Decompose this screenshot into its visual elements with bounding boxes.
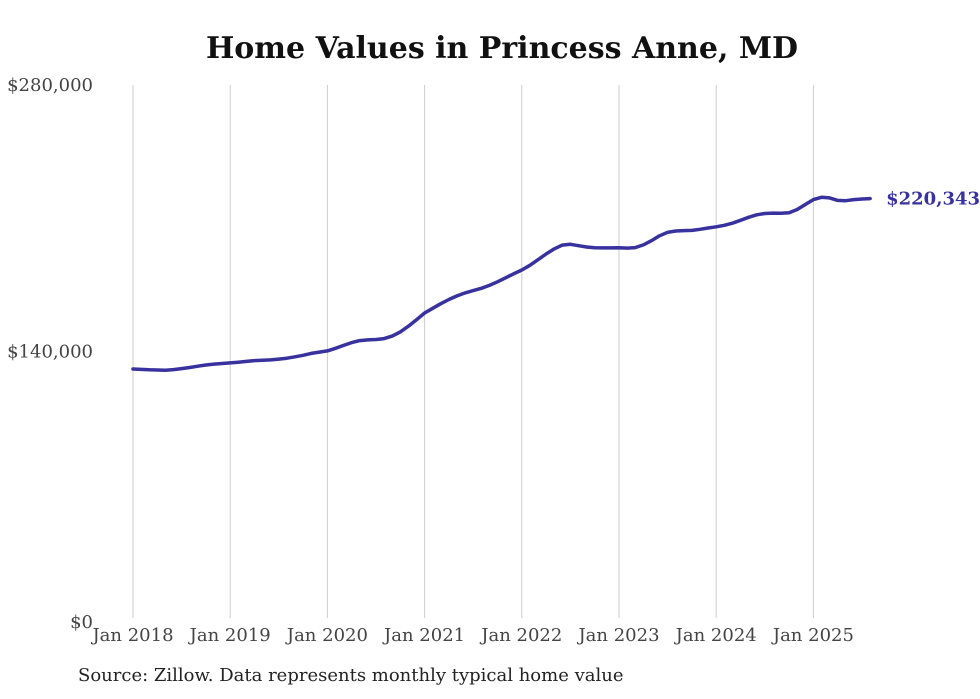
home-value-line: [131, 195, 872, 372]
x-tick-label: Jan 2023: [576, 625, 659, 646]
chart-title: Home Values in Princess Anne, MD: [206, 31, 798, 66]
y-tick-label: $140,000: [7, 342, 93, 363]
x-tick-label: Jan 2020: [285, 625, 368, 646]
x-tick-label: Jan 2019: [188, 625, 271, 646]
x-tick-label: Jan 2018: [90, 625, 173, 646]
latest-value-label: $220,343: [886, 189, 980, 210]
y-axis-labels-group: $0 $140,000 $280,000: [7, 75, 93, 633]
x-tick-label: Jan 2025: [771, 625, 854, 646]
y-tick-label: $280,000: [7, 75, 93, 96]
x-tick-label: Jan 2021: [382, 625, 465, 646]
y-tick-label: $0: [70, 612, 93, 633]
x-tick-label: Jan 2024: [674, 625, 757, 646]
x-tick-label: Jan 2022: [479, 625, 562, 646]
source-note: Source: Zillow. Data represents monthly …: [78, 665, 624, 686]
gridlines-group: [132, 85, 814, 618]
x-axis-labels-group: Jan 2018 Jan 2019 Jan 2020 Jan 2021 Jan 2022…: [90, 625, 853, 646]
